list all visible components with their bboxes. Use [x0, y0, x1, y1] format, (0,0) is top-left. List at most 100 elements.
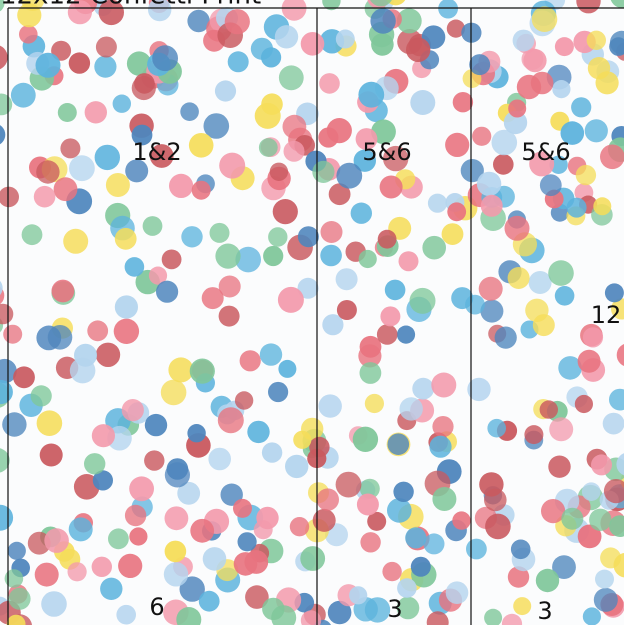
- confetti-dot: [610, 0, 624, 8]
- confetti-dot: [554, 37, 574, 57]
- confetti-dot: [410, 90, 436, 115]
- confetti-dot: [609, 37, 624, 56]
- confetti-dot: [100, 577, 123, 600]
- section-label: 1&2: [132, 138, 181, 166]
- confetti-dot: [227, 51, 249, 73]
- confetti-dot: [432, 416, 454, 438]
- confetti-dot: [480, 299, 504, 323]
- confetti-dot: [160, 379, 187, 406]
- confetti-dot: [431, 372, 457, 398]
- confetti-dot: [549, 417, 574, 442]
- confetti-dot: [281, 0, 307, 21]
- confetti-dot: [98, 0, 124, 26]
- confetti-dot: [84, 101, 108, 124]
- section-label: 5&6: [521, 138, 570, 166]
- confetti-dot: [438, 0, 458, 19]
- confetti-dot: [600, 144, 624, 170]
- confetti-dot: [558, 356, 582, 380]
- confetti-dot: [397, 578, 417, 598]
- confetti-dot: [524, 425, 544, 445]
- confetti-dot: [445, 132, 470, 157]
- section-label: 6: [149, 593, 164, 621]
- confetti-dot: [370, 0, 392, 7]
- confetti-dot: [358, 81, 385, 108]
- confetti-dot: [359, 362, 382, 384]
- confetti-dot: [283, 140, 305, 162]
- confetti-dot: [269, 162, 289, 181]
- confetti-dot: [364, 393, 384, 414]
- confetti-dot: [485, 513, 511, 540]
- confetti-dot: [63, 228, 89, 254]
- confetti-dot: [259, 343, 283, 366]
- confetti-dot: [105, 173, 130, 197]
- confetti-dot: [68, 52, 91, 74]
- confetti-dot: [611, 298, 624, 320]
- confetti-dot: [35, 52, 61, 78]
- confetti-dot: [44, 528, 69, 553]
- confetti-dot: [593, 197, 612, 216]
- confetti-dot: [36, 160, 60, 184]
- confetti-dot: [262, 597, 285, 621]
- confetti-dot: [452, 511, 471, 530]
- confetti-dot: [91, 424, 115, 448]
- confetti-dot: [218, 305, 240, 327]
- confetti-dot: [0, 448, 10, 473]
- confetti-dot: [320, 244, 342, 267]
- confetti-dot: [396, 596, 420, 620]
- confetti-dot: [215, 243, 241, 269]
- confetti-dot: [531, 6, 558, 32]
- confetti-dot: [510, 539, 531, 560]
- confetti-dot: [214, 80, 237, 102]
- confetti-dot: [513, 597, 532, 616]
- confetti-dot: [118, 553, 143, 579]
- confetti-dot: [94, 144, 121, 171]
- confetti-dot: [124, 257, 145, 277]
- confetti-dot: [233, 552, 258, 576]
- confetti-dot: [112, 94, 131, 113]
- confetti-dot: [8, 587, 31, 610]
- confetti-dot: [441, 223, 464, 246]
- confetti-dot: [293, 430, 312, 449]
- confetti-dot: [217, 407, 244, 434]
- section-label: 3: [387, 595, 402, 623]
- confetti-dot: [0, 125, 6, 145]
- confetti-dot: [576, 0, 601, 14]
- confetti-dot: [2, 412, 27, 437]
- confetti-dot: [7, 541, 26, 561]
- confetti-dot: [282, 114, 307, 139]
- confetti-dot: [469, 54, 491, 76]
- confetti-dot: [108, 528, 129, 550]
- confetti-dot: [0, 45, 8, 70]
- confetti-dot: [336, 162, 363, 189]
- confetti-dot: [253, 520, 273, 540]
- confetti-dot: [51, 279, 75, 303]
- confetti-dot: [487, 418, 507, 438]
- confetti-dot: [169, 173, 194, 198]
- confetti-dot: [91, 556, 113, 577]
- confetti-dot: [566, 197, 587, 218]
- confetti-dot: [95, 36, 117, 58]
- confetti-dot: [367, 511, 387, 531]
- confetti-dot: [13, 366, 35, 389]
- confetti-dot: [574, 394, 594, 414]
- confetti-dot: [51, 40, 72, 61]
- confetti-dot: [427, 193, 448, 213]
- confetti-dot: [142, 216, 163, 236]
- confetti-dot: [144, 413, 168, 437]
- confetti-dot: [494, 326, 517, 349]
- confetti-dot: [41, 591, 67, 617]
- confetti-dot: [548, 260, 574, 286]
- confetti-dot: [30, 385, 52, 407]
- confetti-dot: [297, 277, 319, 299]
- confetti-dot: [67, 0, 92, 25]
- confetti-dot: [60, 138, 81, 159]
- confetti-dot: [198, 590, 220, 612]
- confetti-dot: [609, 515, 624, 537]
- confetti-dot: [426, 611, 449, 625]
- confetti-dot: [359, 478, 380, 499]
- confetti-dot: [560, 121, 585, 145]
- confetti-dot: [548, 455, 571, 478]
- confetti-dot: [208, 447, 231, 471]
- confetti-dot: [163, 562, 189, 587]
